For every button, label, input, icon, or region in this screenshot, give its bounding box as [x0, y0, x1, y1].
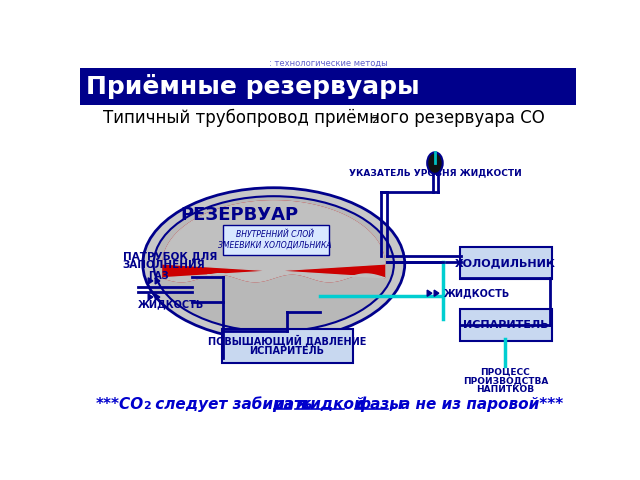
Text: ЖИДКОСТЬ: ЖИДКОСТЬ [138, 299, 204, 309]
Text: 2: 2 [371, 115, 378, 125]
Text: жидкой: жидкой [296, 396, 365, 411]
FancyBboxPatch shape [460, 309, 552, 341]
Text: ПРОЦЕСС: ПРОЦЕСС [481, 368, 531, 377]
Text: Приёмные резервуары: Приёмные резервуары [86, 74, 420, 99]
Text: ПРОИЗВОДСТВА: ПРОИЗВОДСТВА [463, 376, 548, 385]
Polygon shape [155, 278, 160, 284]
Text: Типичный трубопровод приёмного резервуара CO: Типичный трубопровод приёмного резервуар… [103, 108, 545, 127]
Text: УКАЗАТЕЛЬ УРОВНЯ ЖИДКОСТИ: УКАЗАТЕЛЬ УРОВНЯ ЖИДКОСТИ [349, 168, 522, 177]
Bar [80, 68, 576, 105]
Ellipse shape [428, 152, 443, 174]
Polygon shape [163, 201, 385, 282]
FancyBboxPatch shape [222, 329, 353, 363]
Text: следует забирать: следует забирать [150, 396, 317, 412]
Text: ХОЛОДИЛЬНИК: ХОЛОДИЛЬНИК [455, 258, 556, 268]
Text: ИСПАРИТЕЛЬ: ИСПАРИТЕЛЬ [463, 320, 548, 330]
Polygon shape [428, 290, 432, 296]
Text: ИСПАРИТЕЛЬ: ИСПАРИТЕЛЬ [250, 346, 324, 356]
Text: ЖИДКОСТЬ: ЖИДКОСТЬ [444, 288, 511, 298]
Text: ПОВЫШАЮЩИЙ ДАВЛЕНИЕ: ПОВЫШАЮЩИЙ ДАВЛЕНИЕ [208, 335, 366, 346]
Text: ГАЗ: ГАЗ [148, 271, 169, 281]
Text: ЗМЕЕВИКИ ХОЛОДИЛЬНИКА: ЗМЕЕВИКИ ХОЛОДИЛЬНИКА [218, 241, 332, 250]
Text: ***CO: ***CO [95, 396, 144, 411]
Polygon shape [155, 294, 160, 300]
Text: , а не из паровой***: , а не из паровой*** [390, 396, 564, 411]
Bar [80, 58, 576, 68]
Text: : технологические методы: : технологические методы [269, 59, 387, 68]
Text: 2: 2 [143, 401, 151, 411]
Polygon shape [148, 278, 153, 284]
Text: НАПИТКОВ: НАПИТКОВ [476, 385, 534, 394]
FancyBboxPatch shape [460, 247, 552, 279]
FancyBboxPatch shape [223, 225, 329, 255]
Ellipse shape [154, 196, 394, 332]
Polygon shape [163, 201, 385, 282]
Text: из: из [274, 396, 293, 411]
Text: ВНУТРЕННИЙ СЛОЙ: ВНУТРЕННИЙ СЛОЙ [236, 230, 314, 239]
Polygon shape [434, 290, 439, 296]
Text: ЗАПОЛНЕНИЯ: ЗАПОЛНЕНИЯ [123, 261, 205, 271]
Text: фазы: фазы [355, 396, 403, 412]
Text: ПАТРУБОК ДЛЯ: ПАТРУБОК ДЛЯ [123, 251, 217, 261]
Ellipse shape [143, 188, 404, 340]
Text: РЕЗЕРВУАР: РЕЗЕРВУАР [180, 206, 299, 225]
Polygon shape [148, 294, 153, 300]
